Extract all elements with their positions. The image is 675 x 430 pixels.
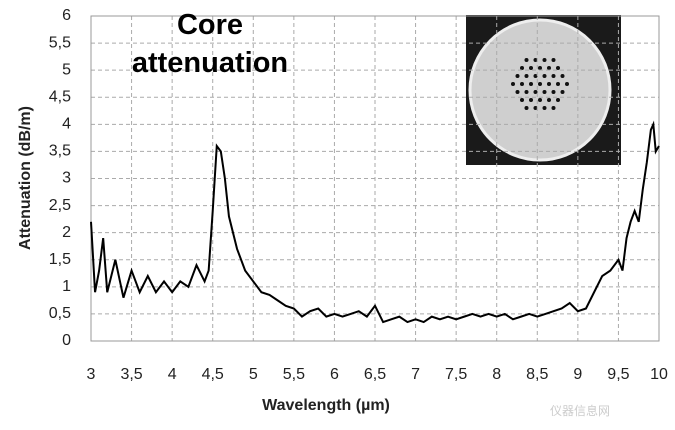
y-tick-label: 4,5 — [49, 88, 71, 105]
x-tick-label: 5 — [249, 366, 258, 383]
x-tick-label: 7 — [411, 366, 420, 383]
plot-frame — [90, 15, 660, 342]
x-tick-label: 4 — [168, 366, 177, 383]
y-tick-label: 6 — [62, 7, 71, 24]
hole — [524, 74, 529, 78]
hole — [551, 58, 556, 62]
hole — [538, 98, 542, 102]
y-tick-label: 3,5 — [49, 143, 71, 160]
fiber-holes — [511, 58, 569, 110]
hole — [511, 82, 515, 86]
y-axis-label: Attenuation (dB/m) — [17, 106, 34, 250]
hole — [551, 90, 556, 94]
hole — [551, 106, 556, 110]
y-tick-label: 2,5 — [49, 197, 71, 214]
x-tick-label: 6,5 — [364, 366, 386, 383]
hole — [529, 66, 533, 70]
x-tick-label: 3,5 — [120, 366, 142, 383]
hole — [524, 58, 529, 62]
x-tick-label: 8,5 — [526, 366, 548, 383]
hole — [542, 106, 547, 110]
y-tick-label: 1 — [62, 278, 71, 295]
y-tick-label: 1,5 — [49, 251, 71, 268]
hole — [520, 66, 524, 70]
y-tick-label: 4 — [62, 116, 71, 133]
x-tick-label: 5,5 — [283, 366, 305, 383]
hole — [533, 58, 538, 62]
x-tick-label: 7,5 — [445, 366, 467, 383]
hole — [547, 66, 551, 70]
hole — [560, 90, 565, 94]
watermark: 仪器信息网 — [550, 403, 610, 418]
x-tick-label: 3 — [87, 366, 96, 383]
hole — [529, 82, 533, 86]
fiber-section — [468, 18, 612, 162]
hole — [538, 82, 542, 86]
x-tick-label: 9 — [573, 366, 582, 383]
hole — [556, 66, 560, 70]
hole — [547, 98, 551, 102]
hole — [556, 98, 560, 102]
x-tick-label: 4,5 — [202, 366, 224, 383]
hole — [542, 74, 547, 78]
chart-title: Core attenuation — [131, 9, 289, 79]
hole — [533, 90, 538, 94]
hole — [524, 106, 529, 110]
y-tick-label: 5,5 — [49, 34, 71, 51]
hole — [565, 82, 569, 86]
hole — [515, 74, 520, 78]
hole — [529, 98, 533, 102]
hole — [520, 82, 524, 86]
y-tick-label: 2 — [62, 224, 71, 241]
x-tick-label: 10 — [650, 366, 668, 383]
hole — [556, 82, 560, 86]
hole — [542, 90, 547, 94]
hole — [520, 98, 524, 102]
y-tick-label: 0 — [62, 332, 71, 349]
hole — [547, 82, 551, 86]
x-tick-label: 8 — [492, 366, 501, 383]
y-tick-label: 0,5 — [49, 305, 71, 322]
x-tick-label: 9,5 — [607, 366, 629, 383]
hole — [551, 74, 556, 78]
data-line — [90, 120, 660, 324]
hole — [533, 74, 538, 78]
hole — [533, 106, 538, 110]
y-tick-label: 3 — [62, 170, 71, 187]
x-tick-label: 6 — [330, 366, 339, 383]
hole — [515, 90, 520, 94]
hole — [538, 66, 542, 70]
hole — [542, 58, 547, 62]
hole — [524, 90, 529, 94]
hole — [560, 74, 565, 78]
y-tick-label: 5 — [62, 61, 71, 78]
x-axis-label: Wavelength (µm) — [262, 397, 390, 414]
